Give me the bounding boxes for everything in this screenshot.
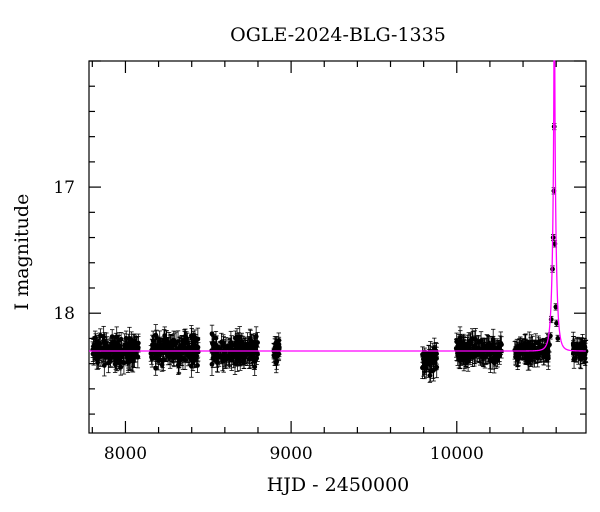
data-point <box>214 354 220 360</box>
data-point <box>490 337 496 343</box>
data-point <box>170 343 176 349</box>
data-point <box>175 362 181 368</box>
data-point <box>474 352 480 358</box>
data-point <box>209 361 215 367</box>
data-point <box>571 344 577 349</box>
data-point <box>248 346 254 351</box>
data-point <box>153 355 159 361</box>
data-point <box>490 355 496 361</box>
data-point <box>523 354 529 360</box>
data-point <box>116 338 122 343</box>
data-point <box>125 360 131 366</box>
data-point <box>255 340 260 345</box>
data-point <box>90 351 96 357</box>
x-tick-label: 8000 <box>104 444 147 464</box>
x-tick-label: 9000 <box>269 444 312 464</box>
data-point <box>223 345 229 351</box>
data-point <box>554 320 559 326</box>
data-point <box>233 341 238 347</box>
data-point <box>121 360 127 366</box>
data-point <box>470 336 476 342</box>
data-point <box>514 344 520 350</box>
data-point <box>430 368 436 373</box>
data-point <box>582 355 588 361</box>
x-tick-label: 10000 <box>430 444 484 464</box>
data-point <box>420 352 425 357</box>
data-point <box>227 344 233 350</box>
data-point <box>274 352 280 357</box>
data-point <box>130 345 136 351</box>
data-point <box>553 304 559 310</box>
data-point <box>480 342 486 348</box>
data-point <box>457 347 463 353</box>
data-point <box>99 345 105 351</box>
data-point <box>157 339 163 345</box>
data-point <box>114 353 119 359</box>
data-point <box>182 333 188 339</box>
data-point <box>121 349 127 355</box>
data-point <box>126 345 132 351</box>
data-points <box>90 123 589 383</box>
data-point <box>246 357 252 362</box>
data-point <box>462 352 468 357</box>
data-point <box>150 342 156 348</box>
data-point <box>125 356 130 362</box>
data-point <box>153 365 159 371</box>
data-point <box>92 345 98 351</box>
data-point <box>235 351 241 357</box>
data-point <box>132 354 137 360</box>
data-point <box>92 335 98 341</box>
plot-frame <box>88 60 587 434</box>
data-point <box>101 363 107 368</box>
data-point <box>117 355 123 361</box>
data-point <box>434 364 440 370</box>
y-tick-label: 17 <box>53 178 75 198</box>
data-point <box>241 342 247 348</box>
data-point <box>96 354 102 359</box>
data-point <box>485 350 491 356</box>
data-point <box>273 360 279 366</box>
data-point <box>486 341 492 346</box>
data-point <box>218 354 224 360</box>
data-point <box>227 355 233 361</box>
data-point <box>101 338 107 344</box>
data-point <box>252 364 258 370</box>
axis-tick-labels: 8000 9000 10000 17 18 <box>53 178 483 464</box>
data-point <box>483 353 489 359</box>
model-curve <box>89 60 586 352</box>
data-point <box>498 340 504 346</box>
data-point <box>211 343 217 349</box>
data-point <box>154 343 160 349</box>
data-point <box>426 354 432 359</box>
data-point <box>431 345 437 351</box>
data-point <box>185 345 191 351</box>
chart-title: OGLE-2024-BLG-1335 <box>230 24 446 46</box>
data-point <box>422 363 428 369</box>
data-point <box>578 356 584 361</box>
data-point <box>457 357 463 363</box>
y-axis-label: I magnitude <box>11 194 33 311</box>
axis-ticks <box>89 60 586 433</box>
data-point <box>214 358 220 364</box>
data-point <box>531 351 536 356</box>
data-point <box>167 355 173 360</box>
data-point <box>177 344 183 350</box>
data-point <box>273 340 279 346</box>
data-point <box>427 373 433 379</box>
data-point <box>244 345 250 351</box>
data-point <box>190 359 196 365</box>
y-tick-label: 18 <box>53 304 75 324</box>
data-point <box>544 350 550 356</box>
data-point <box>105 360 111 366</box>
data-point <box>555 336 561 341</box>
data-point <box>172 350 178 356</box>
data-point <box>163 347 169 353</box>
data-point <box>496 345 501 351</box>
data-point <box>195 362 200 368</box>
x-axis-label: HJD - 2450000 <box>267 474 410 496</box>
data-point <box>188 333 194 339</box>
data-point <box>473 342 478 348</box>
